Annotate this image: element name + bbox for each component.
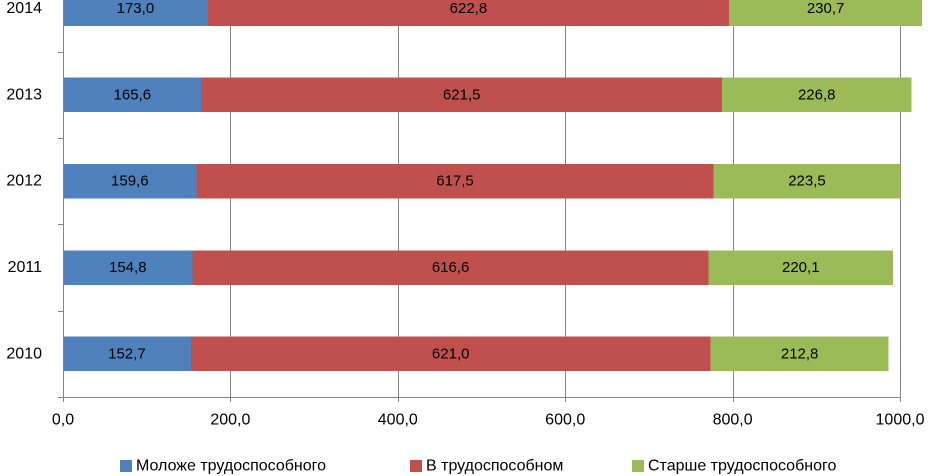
data-label: 226,8: [798, 86, 836, 103]
data-label: 223,5: [788, 173, 826, 190]
bar-segment-2014-series-1: [63, 0, 208, 26]
bars: [63, 0, 923, 372]
x-tick-label: 1000,0: [876, 412, 925, 429]
x-tick-label: 0,0: [52, 412, 74, 429]
bar-segment-2010-series-2: [190, 336, 711, 372]
legend-label: Старше трудоспособного: [648, 458, 836, 475]
legend-label: Моложе трудоспособного: [136, 458, 326, 475]
data-label: 154,8: [109, 259, 147, 276]
data-label: 621,0: [432, 345, 470, 362]
data-label: 212,8: [781, 345, 819, 362]
bar-segment-2014-series-3: [729, 0, 923, 26]
bar-segment-2011-series-2: [192, 250, 709, 285]
bar-segment-2012-series-3: [713, 163, 901, 199]
x-tick-label: 400,0: [378, 412, 418, 429]
y-tick-label: 2013: [6, 86, 42, 103]
bar-segment-2011-series-3: [708, 250, 893, 285]
legend-item: В трудоспособном: [410, 458, 563, 475]
bar-segment-2014-series-2: [207, 0, 730, 26]
data-label: 165,6: [114, 86, 152, 103]
bar-segment-2013-series-2: [201, 77, 722, 113]
y-tick-label: 2010: [6, 345, 42, 362]
x-tick-label: 200,0: [210, 412, 250, 429]
bar-segment-2011-series-1: [63, 250, 193, 285]
legend-item: Моложе трудоспособного: [120, 458, 326, 475]
legend-swatch: [632, 460, 644, 472]
bar-segment-2013-series-3: [721, 77, 912, 113]
chart-labels: 173,0 622,8 230,7 2014 165,6 621,5 226,8 2013 15…: [6, 0, 924, 428]
data-label: 621,5: [443, 86, 481, 103]
data-label: 220,1: [782, 259, 820, 276]
data-label: 173,0: [117, 0, 155, 17]
legend-label: В трудоспособном: [426, 458, 563, 475]
data-label: 616,6: [432, 259, 470, 276]
data-label: 622,8: [450, 0, 488, 17]
y-tick-label: 2014: [6, 0, 42, 17]
legend-item: Старше трудоспособного: [632, 458, 836, 475]
bar-segment-2010-series-3: [710, 336, 889, 372]
legend-swatch: [120, 460, 132, 472]
y-tick-label: 2011: [8, 259, 43, 276]
x-tick-label: 800,0: [713, 412, 753, 429]
bar-segment-2012-series-2: [196, 163, 714, 199]
legend-swatch: [410, 460, 422, 472]
axes: [58, 0, 901, 402]
data-label: 152,7: [108, 345, 146, 362]
data-label: 230,7: [807, 0, 845, 17]
legend: Моложе трудоспособного В трудоспособном Ст…: [120, 458, 836, 475]
bar-segment-2010-series-1: [63, 336, 191, 372]
bar-segment-2013-series-1: [63, 77, 202, 113]
data-label: 159,6: [111, 173, 149, 190]
data-label: 617,5: [436, 173, 474, 190]
x-tick-label: 600,0: [545, 412, 585, 429]
bar-segment-2012-series-1: [63, 163, 197, 199]
gridlines: [230, 0, 901, 397]
y-tick-label: 2012: [6, 173, 42, 190]
